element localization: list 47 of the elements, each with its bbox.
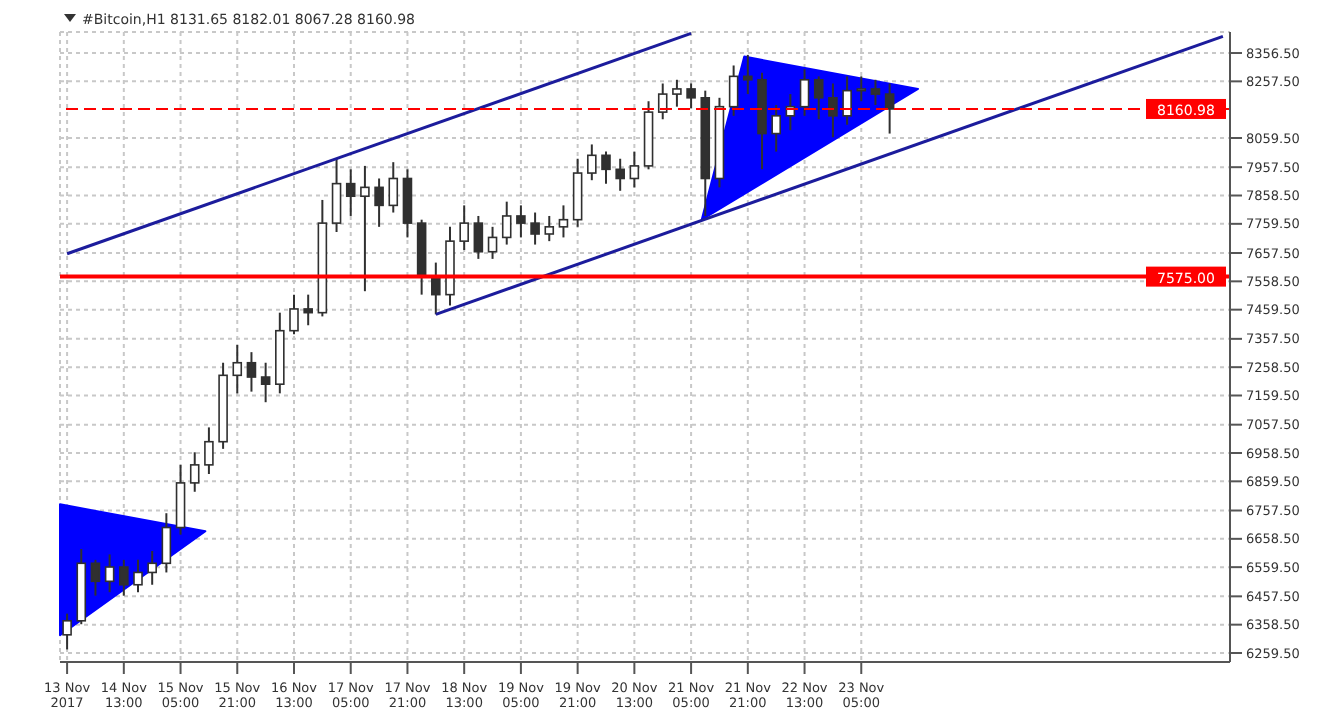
candlestick — [572, 157, 583, 228]
candlestick — [828, 82, 838, 139]
candlestick — [473, 214, 484, 260]
candlestick — [672, 78, 682, 108]
candlestick — [516, 204, 526, 239]
candlestick — [771, 103, 781, 153]
candlestick — [615, 157, 625, 192]
candlestick — [657, 82, 668, 121]
candlestick — [147, 549, 157, 586]
candlestick — [544, 214, 555, 243]
candlestick — [345, 168, 356, 217]
candlestick — [870, 78, 881, 106]
candlestick — [501, 200, 512, 246]
candlestick — [289, 293, 299, 336]
candlestick — [799, 68, 810, 117]
candlestick — [104, 553, 115, 594]
candlestick — [133, 558, 143, 594]
candlestick — [686, 82, 696, 110]
candlestick — [856, 75, 867, 103]
candlestick — [587, 143, 597, 182]
candlestick — [558, 204, 569, 239]
candlestick — [62, 612, 72, 651]
candlestick — [303, 293, 313, 327]
candlestick — [402, 168, 413, 239]
candlestick — [360, 164, 370, 293]
candlestick — [331, 157, 342, 233]
candlestick — [90, 558, 101, 597]
candlestick — [629, 150, 640, 189]
candlestick — [232, 344, 243, 395]
candlestick — [246, 351, 257, 393]
candlestick — [161, 512, 172, 574]
candlestick — [119, 558, 129, 597]
candlestick — [374, 177, 384, 228]
candlestick — [260, 361, 271, 404]
candlestick — [459, 204, 469, 252]
candlestick — [175, 463, 186, 536]
candlestick — [884, 82, 895, 135]
candlestick — [842, 75, 852, 126]
candlestick — [487, 225, 498, 260]
candlestick — [189, 451, 200, 493]
candlestick — [530, 211, 540, 246]
candlestick — [728, 64, 739, 117]
candlestick — [204, 426, 214, 476]
candlestick — [743, 53, 753, 96]
candlestick — [388, 161, 399, 214]
candlestick — [601, 150, 611, 185]
candlestick — [813, 75, 824, 121]
